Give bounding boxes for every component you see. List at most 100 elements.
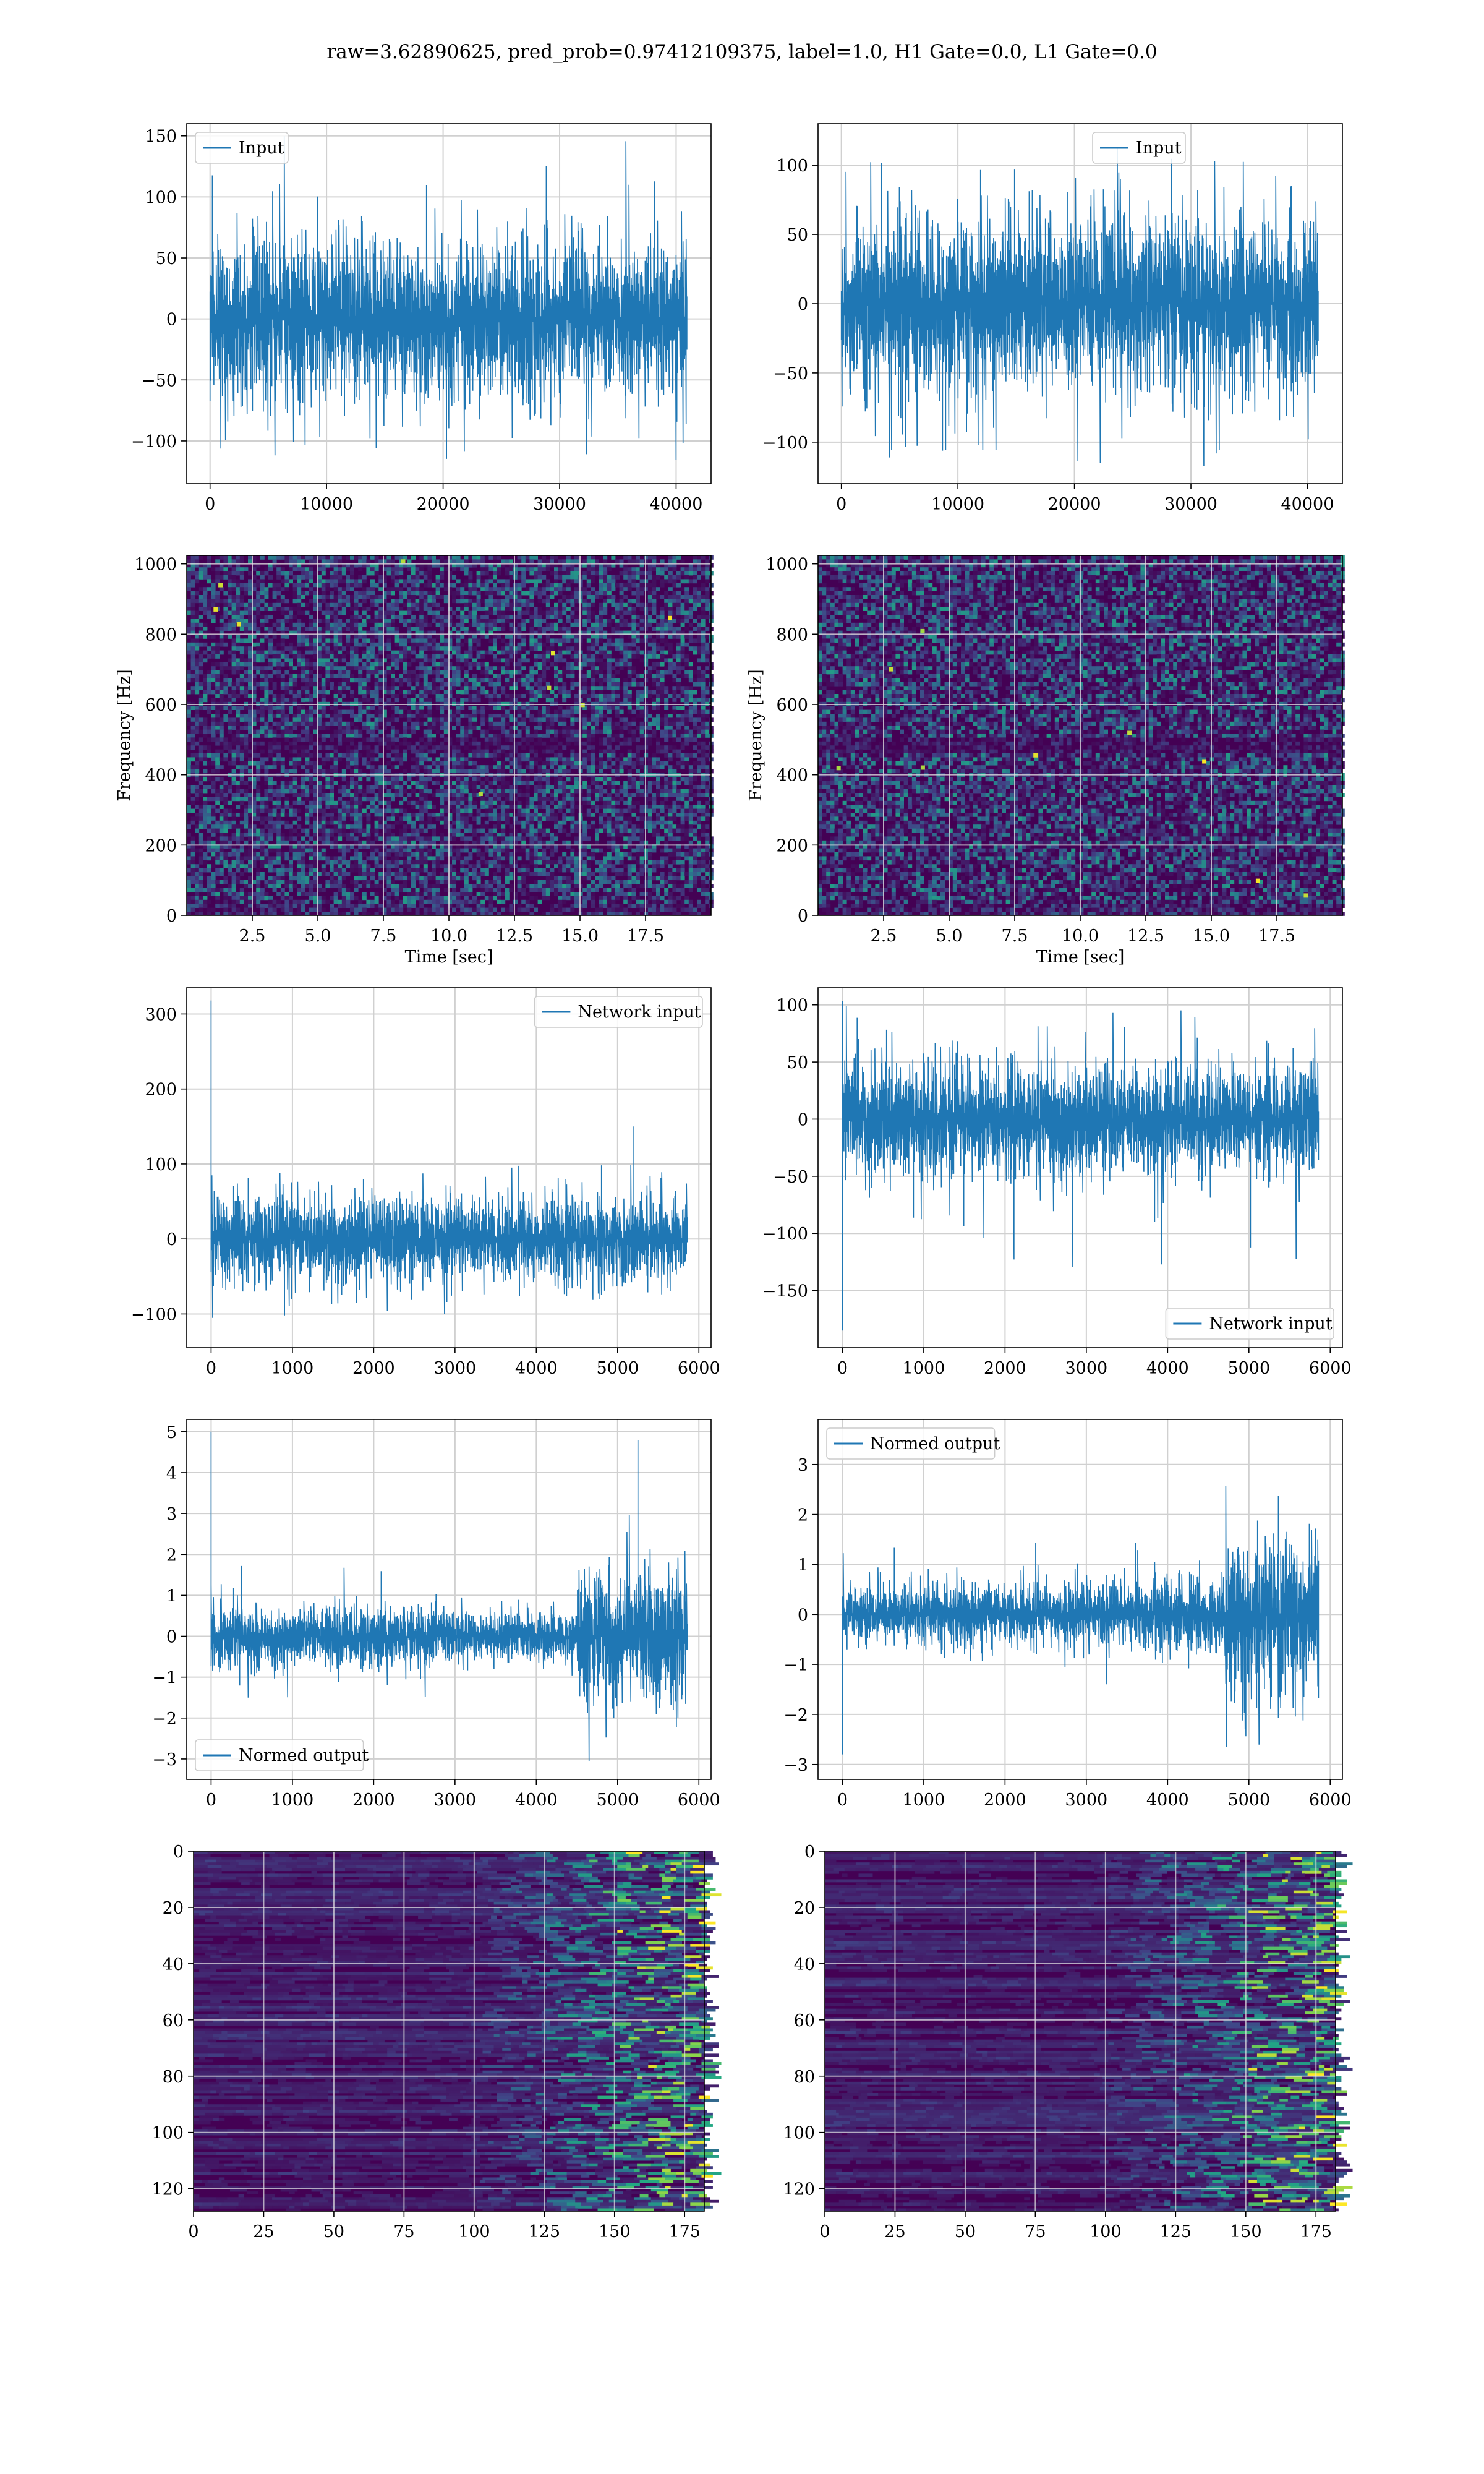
heatmap-cell (407, 595, 411, 599)
heatmap-cell (424, 595, 428, 599)
heatmap-cell (228, 595, 232, 599)
heatmap-cell (273, 583, 277, 588)
heatmap-cell (232, 559, 236, 563)
heatmap-cell (411, 575, 416, 580)
heatmap-cell (603, 555, 607, 560)
heatmap-cell (631, 583, 636, 588)
heatmap-cell (346, 583, 350, 588)
heatmap-cell (607, 591, 612, 596)
heatmap-cell (554, 579, 558, 583)
heatmap-cell (689, 567, 693, 571)
series-line (210, 136, 687, 460)
heatmap-cell (505, 559, 510, 563)
heatmap-cell (228, 579, 232, 583)
heatmap-cell (501, 579, 505, 583)
heatmap-cell (529, 559, 534, 563)
heatmap-cell (554, 583, 558, 588)
heatmap-cell (399, 591, 403, 596)
heatmap-cell (297, 587, 301, 591)
heatmap-cell (350, 599, 354, 603)
heatmap-cell (636, 575, 640, 580)
heatmap-cell (684, 575, 689, 580)
heatmap-cell (542, 555, 546, 560)
heatmap-cell (485, 567, 489, 571)
heatmap-cell (268, 567, 273, 571)
heatmap-cell (407, 587, 411, 591)
heatmap-cell (579, 579, 583, 583)
heatmap-cell (509, 599, 513, 603)
heatmap-cell (322, 579, 326, 583)
heatmap-cell (395, 587, 399, 591)
heatmap-cell (587, 591, 591, 596)
heatmap-cell (582, 575, 587, 580)
heatmap-cell (558, 559, 563, 563)
heatmap-cell (403, 583, 407, 588)
heatmap-cell (628, 587, 632, 591)
heatmap-cell (587, 583, 591, 588)
heatmap-cell (684, 579, 689, 583)
heatmap-cell (623, 583, 628, 588)
heatmap-cell (248, 555, 252, 560)
heatmap-cell (676, 595, 681, 599)
heatmap-cell (488, 579, 493, 583)
heatmap-cell (366, 559, 370, 563)
x-tick-label: 30000 (1164, 495, 1217, 514)
heatmap-cell (603, 583, 607, 588)
heatmap-cell (354, 579, 359, 583)
heatmap-cell (550, 555, 554, 560)
heatmap-cell (276, 583, 281, 588)
heatmap-cell (187, 599, 191, 603)
y-tick-label: −100 (762, 434, 808, 453)
heatmap-cell (501, 559, 505, 563)
heatmap-cell (672, 567, 676, 571)
heatmap-cell (289, 559, 293, 563)
heatmap-cell (631, 559, 636, 563)
heatmap-cell (444, 559, 448, 563)
heatmap-cell (268, 575, 273, 580)
heatmap-cell (403, 579, 407, 583)
heatmap-cell (628, 559, 632, 563)
heatmap-cell (293, 575, 297, 580)
heatmap-cell (248, 579, 252, 583)
heatmap-cell (187, 583, 191, 588)
heatmap-cell (228, 587, 232, 591)
heatmap-cell (574, 591, 579, 596)
heatmap-cell (550, 559, 554, 563)
heatmap-cell (501, 583, 505, 588)
heatmap-cell (240, 559, 244, 563)
heatmap-cell (203, 591, 207, 596)
heatmap-cell (350, 595, 354, 599)
heatmap-cell (668, 559, 673, 563)
heatmap-cell (697, 595, 701, 599)
heatmap-cell (309, 571, 313, 576)
heatmap-cell (582, 587, 587, 591)
heatmap-cell (566, 571, 571, 576)
heatmap-cell (697, 555, 701, 560)
heatmap-cell (399, 567, 403, 571)
heatmap-cell (358, 555, 362, 560)
heatmap-cell (309, 579, 313, 583)
heatmap-cell (370, 591, 375, 596)
heatmap-cell (562, 579, 566, 583)
x-tick-label: 20000 (417, 495, 470, 514)
heatmap-cell (248, 559, 252, 563)
heatmap-cell (460, 559, 464, 563)
heatmap-cell (322, 587, 326, 591)
heatmap-cell (684, 591, 689, 596)
heatmap-cell (207, 599, 211, 603)
heatmap-cell (591, 575, 595, 580)
heatmap-cell (444, 567, 448, 571)
x-tick-label: 40000 (1281, 495, 1334, 514)
heatmap-cell (587, 559, 591, 563)
heatmap-cell (419, 579, 424, 583)
heatmap-cell (656, 567, 660, 571)
heatmap-cell (701, 571, 706, 576)
heatmap-cell (452, 595, 456, 599)
heatmap-cell (276, 575, 281, 580)
heatmap-cell (427, 571, 432, 576)
heatmap-cell (558, 571, 563, 576)
heatmap-cell (395, 583, 399, 588)
heatmap-cell (477, 595, 481, 599)
heatmap-cell (668, 587, 673, 591)
heatmap-cell (211, 567, 216, 571)
